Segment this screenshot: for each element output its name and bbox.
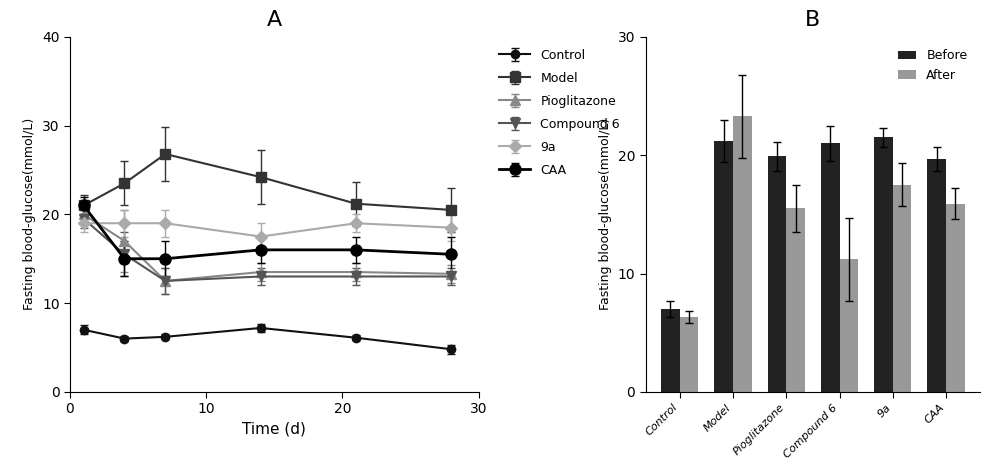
Title: A: A (267, 10, 282, 30)
Bar (733, 116, 752, 392)
Legend: Before, After: Before, After (891, 43, 974, 88)
Bar (874, 137, 893, 392)
Bar (661, 309, 680, 392)
Bar (786, 208, 805, 392)
Bar (680, 317, 698, 392)
Bar (821, 143, 840, 392)
Bar (768, 156, 786, 392)
Y-axis label: Fasting blood-glucose(mmol/L): Fasting blood-glucose(mmol/L) (599, 118, 612, 311)
Bar (714, 141, 733, 392)
Title: B: B (805, 10, 820, 30)
Y-axis label: Fasting blood-glucose(mmol/L): Fasting blood-glucose(mmol/L) (23, 118, 36, 311)
Bar (893, 185, 911, 392)
Legend: Control, Model, Pioglitazone, Compound 6, 9a, CAA: Control, Model, Pioglitazone, Compound 6… (493, 43, 626, 183)
X-axis label: Time (d): Time (d) (242, 422, 306, 437)
Bar (840, 260, 858, 392)
Bar (946, 204, 965, 392)
Bar (927, 159, 946, 392)
